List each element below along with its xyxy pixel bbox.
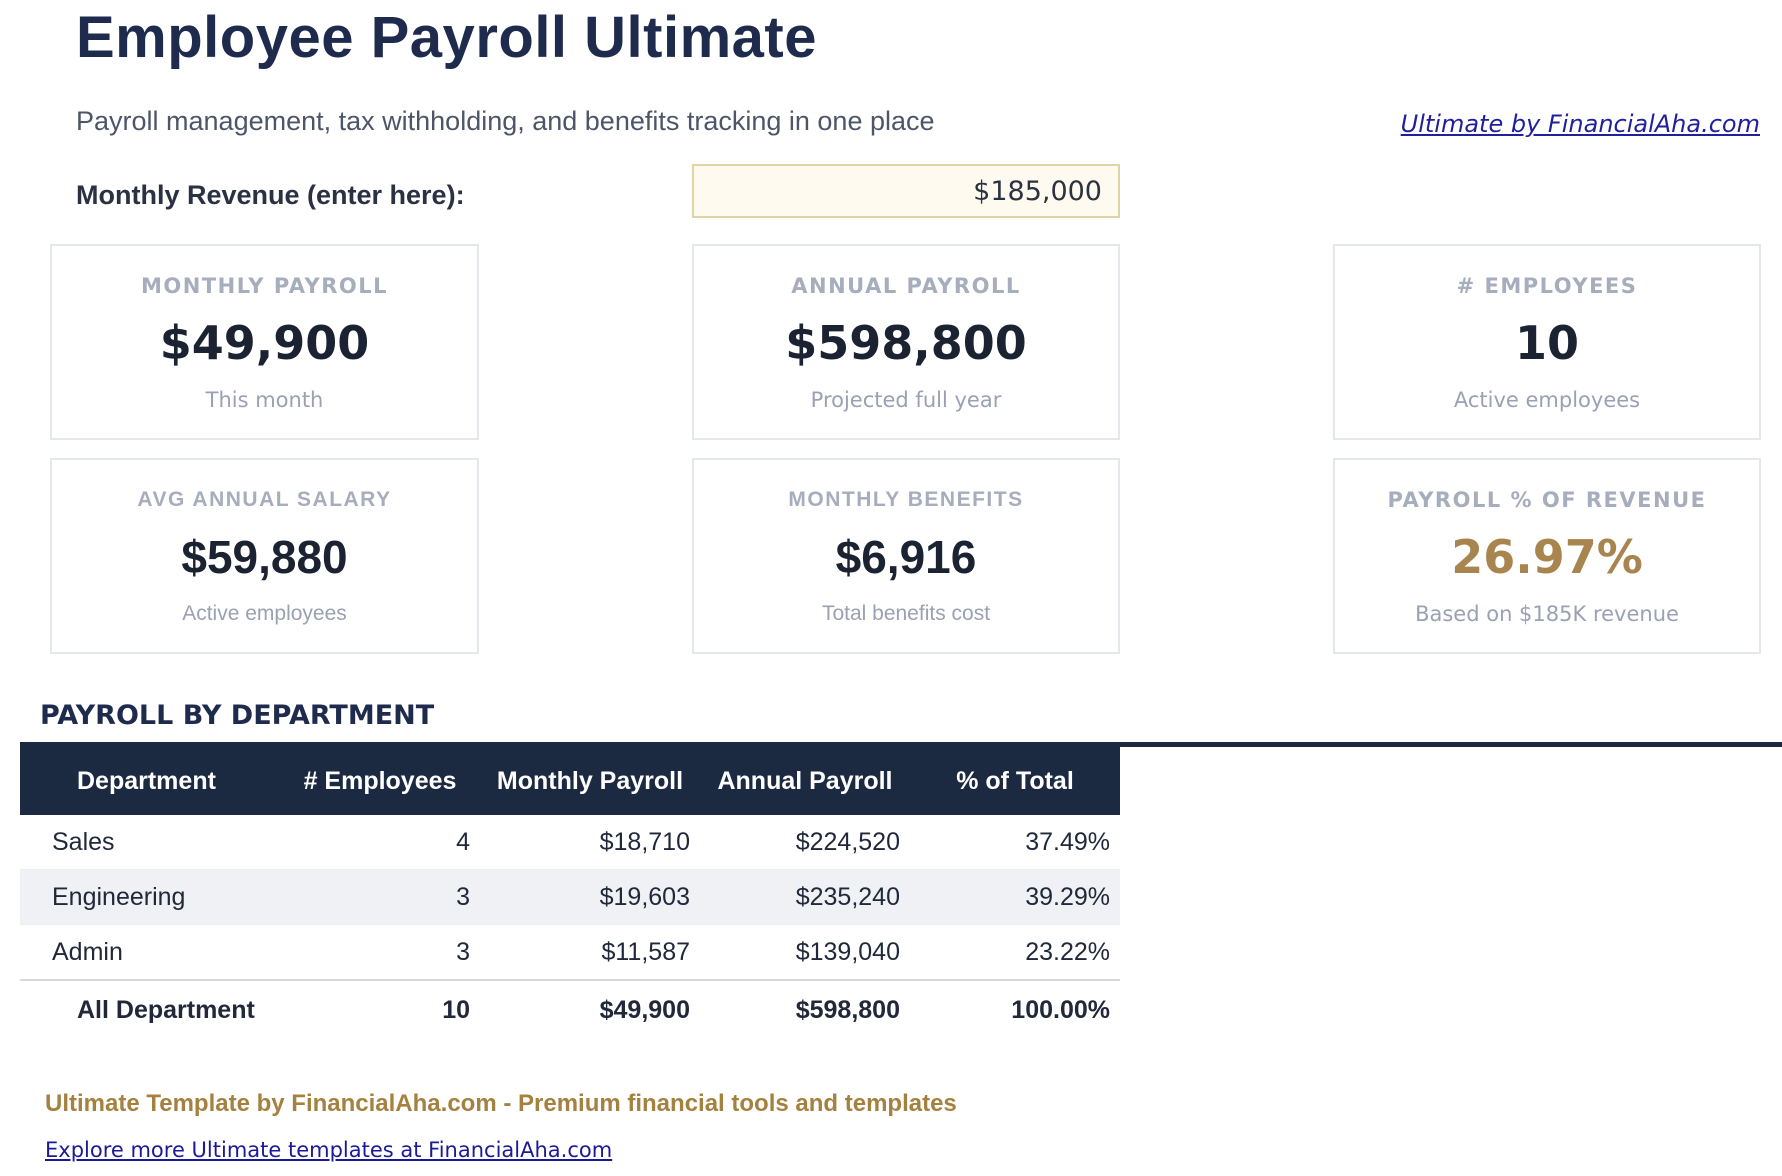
stat-card-avg-annual-salary: AVG ANNUAL SALARY $59,880 Active employe… [50, 458, 479, 654]
header-monthly-payroll: Monthly Payroll [480, 747, 700, 815]
header-pct-of-total: % of Total [910, 747, 1120, 815]
brand-link[interactable]: Ultimate by FinancialAha.com [1400, 110, 1760, 138]
cell-department: Admin [20, 924, 280, 981]
cell-pct-of-total: 37.49% [910, 815, 1120, 870]
monthly-revenue-input[interactable] [692, 164, 1120, 218]
cell-employees: 10 [280, 979, 480, 1039]
stat-card-label: MONTHLY PAYROLL [140, 274, 389, 298]
cell-department: All Department [20, 979, 280, 1039]
cell-pct-of-total: 23.22% [910, 924, 1120, 981]
stat-card-label: ANNUAL PAYROLL [791, 274, 1021, 298]
cell-monthly-payroll: $19,603 [480, 869, 700, 925]
table-row-admin: Admin 3 $11,587 $139,040 23.22% [20, 924, 1120, 981]
stat-card-subtitle: Total benefits cost [821, 602, 991, 625]
stat-card-payroll-pct-revenue: PAYROLL % OF REVENUE 26.97% Based on $18… [1333, 458, 1761, 654]
table-row-sales: Sales 4 $18,710 $224,520 37.49% [20, 815, 1120, 870]
stat-card-monthly-benefits: MONTHLY BENEFITS $6,916 Total benefits c… [692, 458, 1120, 654]
stat-card-value: 10 [1514, 316, 1579, 370]
stat-card-value: 26.97% [1451, 530, 1643, 584]
stat-card-value: $6,916 [835, 531, 977, 583]
stat-card-value: $49,900 [159, 316, 370, 370]
page-title: Employee Payroll Ultimate [76, 5, 817, 70]
stat-card-label: AVG ANNUAL SALARY [137, 488, 392, 511]
stat-card-label: # EMPLOYEES [1456, 274, 1638, 298]
stat-card-subtitle: Based on $185K revenue [1415, 602, 1679, 626]
stat-card-subtitle: This month [205, 388, 324, 412]
stat-card-value: $598,800 [785, 316, 1027, 370]
section-title-payroll-by-department: PAYROLL BY DEPARTMENT [40, 700, 435, 731]
cell-annual-payroll: $224,520 [700, 815, 910, 870]
stat-card-subtitle: Projected full year [810, 388, 1002, 412]
footer-explore-link[interactable]: Explore more Ultimate templates at Finan… [45, 1138, 613, 1162]
table-row-engineering: Engineering 3 $19,603 $235,240 39.29% [20, 869, 1120, 925]
cell-annual-payroll: $235,240 [700, 869, 910, 925]
cell-annual-payroll: $598,800 [700, 979, 910, 1039]
stat-card-subtitle: Active employees [1453, 388, 1641, 412]
cell-pct-of-total: 100.00% [910, 979, 1120, 1039]
stat-card-label: MONTHLY BENEFITS [788, 488, 1024, 511]
stat-cards: MONTHLY PAYROLL $49,900 This month ANNUA… [50, 244, 1762, 654]
header-department: Department [20, 747, 280, 815]
stat-card-value: $59,880 [181, 531, 348, 583]
table-header-row: Department # Employees Monthly Payroll A… [20, 747, 1120, 815]
cell-annual-payroll: $139,040 [700, 924, 910, 981]
cell-employees: 4 [280, 815, 480, 870]
cell-department: Sales [20, 815, 280, 870]
monthly-revenue-label: Monthly Revenue (enter here): [76, 180, 465, 210]
cell-department: Engineering [20, 869, 280, 925]
header-employees: # Employees [280, 747, 480, 815]
stat-card-subtitle: Active employees [182, 602, 347, 625]
page-subtitle: Payroll management, tax withholding, and… [76, 106, 935, 136]
cell-employees: 3 [280, 924, 480, 981]
cell-monthly-payroll: $11,587 [480, 924, 700, 981]
table-row-total: All Department 10 $49,900 $598,800 100.0… [20, 979, 1120, 1039]
cell-pct-of-total: 39.29% [910, 869, 1120, 925]
department-table-wrap: Department # Employees Monthly Payroll A… [20, 742, 1782, 1039]
footer-credit: Ultimate Template by FinancialAha.com - … [45, 1090, 957, 1117]
stat-card-employees: # EMPLOYEES 10 Active employees [1333, 244, 1761, 440]
department-table: Department # Employees Monthly Payroll A… [20, 747, 1120, 1039]
cell-employees: 3 [280, 869, 480, 925]
stat-card-label: PAYROLL % OF REVENUE [1387, 488, 1707, 512]
stat-card-annual-payroll: ANNUAL PAYROLL $598,800 Projected full y… [692, 244, 1120, 440]
header-annual-payroll: Annual Payroll [700, 747, 910, 815]
cell-monthly-payroll: $49,900 [480, 979, 700, 1039]
cell-monthly-payroll: $18,710 [480, 815, 700, 870]
stat-card-monthly-payroll: MONTHLY PAYROLL $49,900 This month [50, 244, 479, 440]
